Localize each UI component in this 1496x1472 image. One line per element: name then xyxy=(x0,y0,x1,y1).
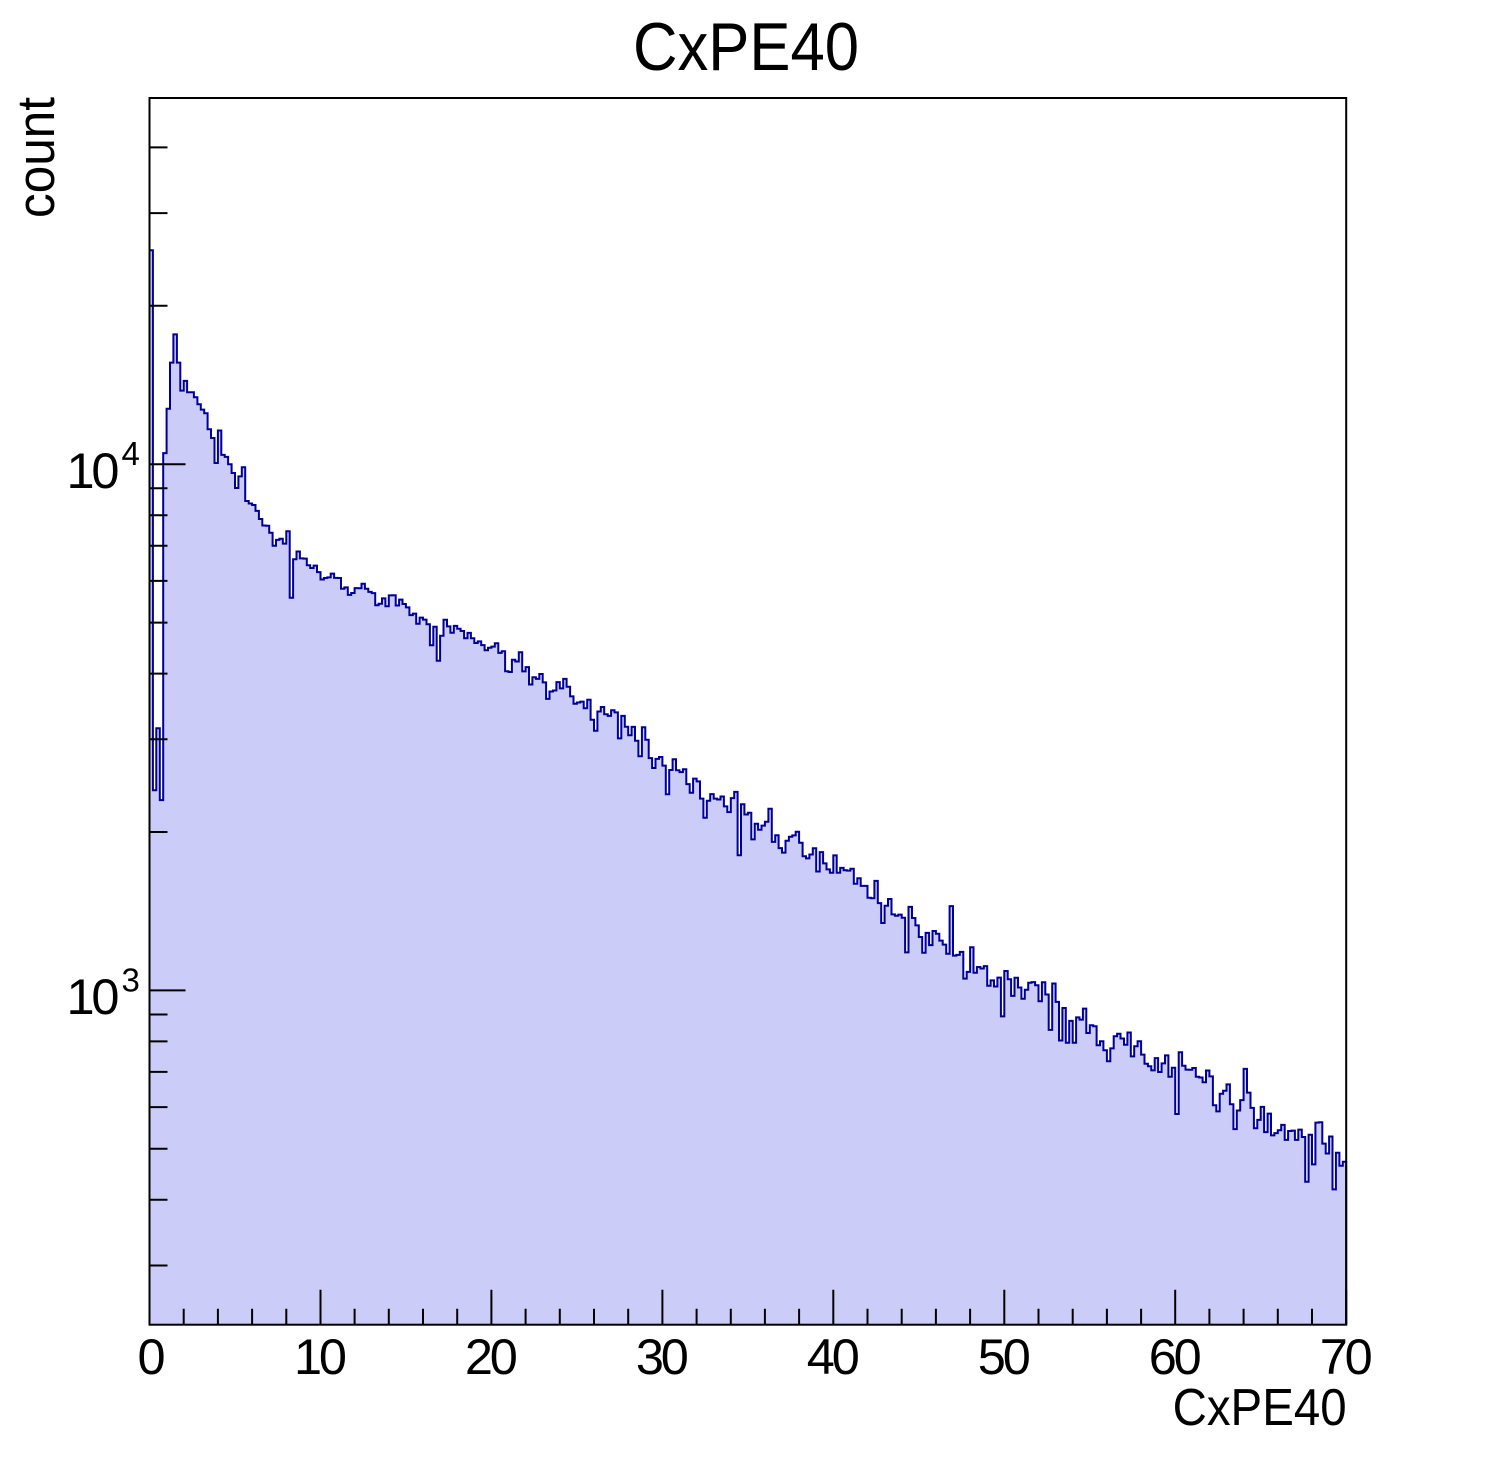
svg-text:10: 10 xyxy=(294,1328,347,1385)
svg-text:count: count xyxy=(7,97,66,218)
svg-text:CxPE40: CxPE40 xyxy=(633,9,859,85)
svg-text:3: 3 xyxy=(122,961,140,998)
svg-text:60: 60 xyxy=(1149,1328,1202,1385)
svg-text:0: 0 xyxy=(137,1328,165,1385)
svg-text:40: 40 xyxy=(807,1328,860,1385)
svg-text:50: 50 xyxy=(978,1328,1031,1385)
svg-text:10: 10 xyxy=(67,968,120,1025)
svg-text:4: 4 xyxy=(122,435,140,472)
svg-text:30: 30 xyxy=(636,1328,689,1385)
svg-text:10: 10 xyxy=(67,442,120,499)
svg-text:20: 20 xyxy=(465,1328,518,1385)
svg-text:70: 70 xyxy=(1320,1328,1373,1385)
svg-text:CxPE40: CxPE40 xyxy=(1173,1379,1347,1437)
